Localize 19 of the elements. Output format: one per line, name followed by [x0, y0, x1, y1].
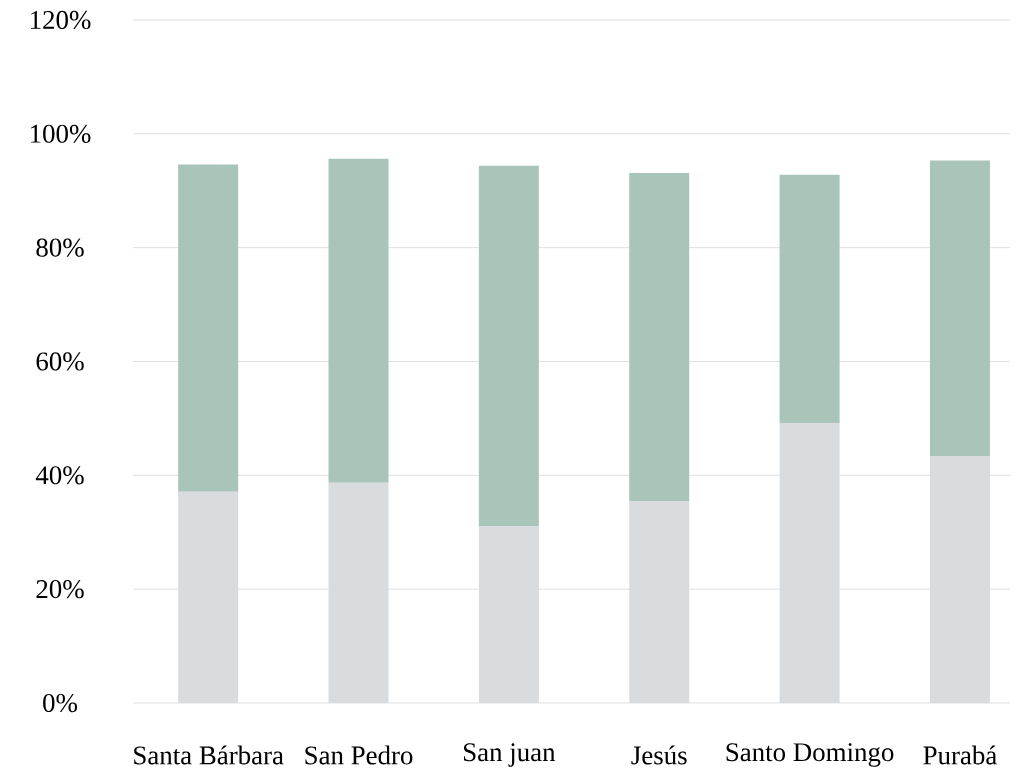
y-tick-label: 20% — [36, 580, 84, 599]
y-tick-label: 100% — [30, 124, 91, 143]
x-tick-label: San Pedro — [305, 745, 413, 765]
y-tick-label: 0% — [43, 693, 78, 713]
bar — [178, 164, 239, 492]
x-tick-label: San juan — [463, 743, 556, 767]
bar — [629, 173, 690, 501]
y-tick-label: 40% — [35, 466, 84, 485]
x-tick-label: Jesús — [631, 745, 687, 765]
x-tick-label: Purabá — [923, 745, 997, 765]
x-tick-label: Santa Bárbara — [134, 745, 284, 765]
x-tick-label: Santo Domingo — [726, 743, 894, 767]
bar — [779, 174, 840, 423]
bar — [328, 158, 389, 483]
bar — [478, 165, 539, 526]
y-tick-label: 60% — [36, 352, 84, 371]
y-tick-label: 120% — [30, 10, 91, 30]
bar — [929, 160, 990, 456]
y-tick-label: 80% — [36, 238, 84, 257]
